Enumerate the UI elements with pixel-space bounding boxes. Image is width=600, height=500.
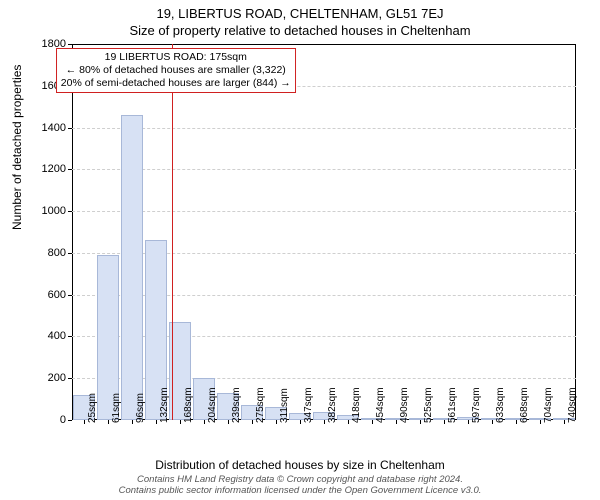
annotation-line-3: 20% of semi-detached houses are larger (… [61,77,291,90]
x-tick-mark [516,420,517,424]
y-tick-mark [68,253,72,254]
y-tick-mark [68,295,72,296]
x-tick-label: 168sqm [183,417,194,423]
x-tick-mark [468,420,469,424]
x-tick-label: 561sqm [447,417,458,423]
x-tick-mark [252,420,253,424]
x-axis-label: Distribution of detached houses by size … [0,458,600,472]
reference-line [172,44,173,420]
x-tick-mark [492,420,493,424]
x-tick-mark [444,420,445,424]
y-tick-label: 1400 [28,122,66,134]
gridline [72,128,576,129]
gridline [72,211,576,212]
x-tick-mark [564,420,565,424]
x-tick-label: 418sqm [351,417,362,423]
gridline [72,169,576,170]
x-tick-mark [156,420,157,424]
x-tick-mark [372,420,373,424]
y-tick-mark [68,420,72,421]
x-tick-mark [180,420,181,424]
x-tick-label: 740sqm [567,417,578,423]
y-tick-mark [68,378,72,379]
y-tick-label: 200 [28,372,66,384]
x-tick-mark [132,420,133,424]
x-tick-mark [540,420,541,424]
footer-line-1: Contains HM Land Registry data © Crown c… [0,475,600,485]
x-tick-label: 204sqm [207,417,218,423]
y-tick-label: 600 [28,289,66,301]
x-tick-label: 239sqm [231,417,242,423]
x-tick-mark [276,420,277,424]
y-tick-mark [68,211,72,212]
x-tick-label: 668sqm [519,417,530,423]
x-tick-label: 347sqm [303,417,314,423]
chart-title-sub: Size of property relative to detached ho… [0,21,600,38]
x-tick-label: 454sqm [375,417,386,423]
y-tick-label: 1000 [28,205,66,217]
reference-annotation-box: 19 LIBERTUS ROAD: 175sqm ← 80% of detach… [56,48,296,93]
annotation-line-2: ← 80% of detached houses are smaller (3,… [61,64,291,77]
x-tick-label: 275sqm [255,417,266,423]
footer-line-2: Contains public sector information licen… [0,486,600,496]
histogram-bar [121,115,143,420]
x-tick-label: 525sqm [423,417,434,423]
x-tick-label: 25sqm [87,417,98,423]
x-tick-mark [228,420,229,424]
x-tick-label: 704sqm [543,417,554,423]
y-tick-mark [68,44,72,45]
y-tick-mark [68,128,72,129]
y-tick-label: 0 [28,414,66,426]
y-tick-label: 1200 [28,163,66,175]
y-tick-mark [68,336,72,337]
chart-title-main: 19, LIBERTUS ROAD, CHELTENHAM, GL51 7EJ [0,0,600,21]
x-tick-mark [324,420,325,424]
x-tick-mark [300,420,301,424]
x-tick-mark [204,420,205,424]
chart-plot-area: 020040060080010001200140016001800 25sqm6… [72,44,576,420]
x-tick-mark [396,420,397,424]
y-tick-label: 800 [28,247,66,259]
x-tick-label: 633sqm [495,417,506,423]
x-tick-label: 490sqm [399,417,410,423]
x-tick-mark [108,420,109,424]
y-tick-mark [68,169,72,170]
chart-footer: Contains HM Land Registry data © Crown c… [0,475,600,496]
y-tick-label: 400 [28,330,66,342]
x-tick-label: 382sqm [327,417,338,423]
x-tick-label: 311sqm [279,417,290,423]
x-tick-mark [84,420,85,424]
x-tick-label: 96sqm [135,417,146,423]
x-tick-mark [420,420,421,424]
x-tick-label: 132sqm [159,417,170,423]
x-tick-label: 597sqm [471,417,482,423]
annotation-line-1: 19 LIBERTUS ROAD: 175sqm [61,51,291,64]
x-tick-mark [348,420,349,424]
x-tick-label: 61sqm [111,417,122,423]
y-axis-label: Number of detached properties [10,65,24,230]
